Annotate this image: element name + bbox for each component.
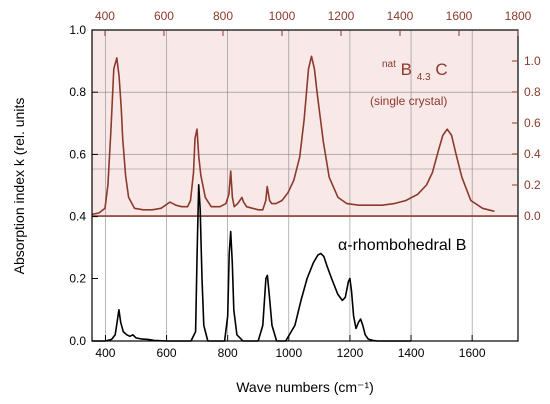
x-tick-label: 1600 [459,346,486,360]
y-axis-label: Absorption index k (rel. units [11,98,27,275]
left-tick-label: 0.4 [69,210,86,224]
upper-panel-background [92,30,518,216]
right-tick-label: 1.0 [524,54,541,68]
x-tick-label: 400 [95,346,115,360]
x-tick-label: 600 [157,346,177,360]
right-tick-label: 0.4 [524,147,541,161]
x-tick-label: 1200 [337,346,364,360]
x-tick-label: 1000 [275,346,302,360]
top-tick-label: 400 [95,9,115,23]
axes-and-ticks: 400 600 800 1000 1200 1400 1600 400 600 800 1000 12… [69,9,541,360]
b43c-main: B [401,60,412,79]
left-tick-label: 0.6 [69,147,86,161]
top-tick-label: 1400 [387,9,414,23]
text-labels: Absorption index k (rel. units Wave numb… [11,52,466,395]
x-axis-label: Wave numbers (cm⁻¹) [236,379,374,395]
x-tick-label: 1400 [398,346,425,360]
right-tick-label: 0.0 [524,209,541,223]
boron-carbide-annotation: nat B 4.3 C [382,52,448,84]
left-tick-label: 0.8 [69,85,86,99]
top-tick-label: 1800 [505,9,532,23]
b43c-sub: 4.3 [417,72,431,83]
b43c-tail: C [435,60,447,79]
top-tick-label: 1200 [328,9,355,23]
right-tick-label: 0.6 [524,116,541,130]
top-tick-label: 800 [213,9,233,23]
left-tick-label: 1.0 [69,23,86,37]
alpha-rhombohedral-annotation: α-rhombohedral B [338,237,466,254]
single-crystal-note: (single crystal) [370,94,447,108]
boron-carbide-spectrum-line [91,55,495,216]
top-tick-label: 600 [154,9,174,23]
top-tick-label: 1600 [446,9,473,23]
left-tick-label-lower: 0.2 [69,272,86,286]
left-tick-label-lower: 0.0 [69,334,86,348]
top-tick-label: 1000 [269,9,296,23]
b43c-sup: nat [382,59,396,70]
right-tick-label: 0.8 [524,85,541,99]
right-tick-label: 0.2 [524,178,541,192]
x-tick-label: 800 [218,346,238,360]
